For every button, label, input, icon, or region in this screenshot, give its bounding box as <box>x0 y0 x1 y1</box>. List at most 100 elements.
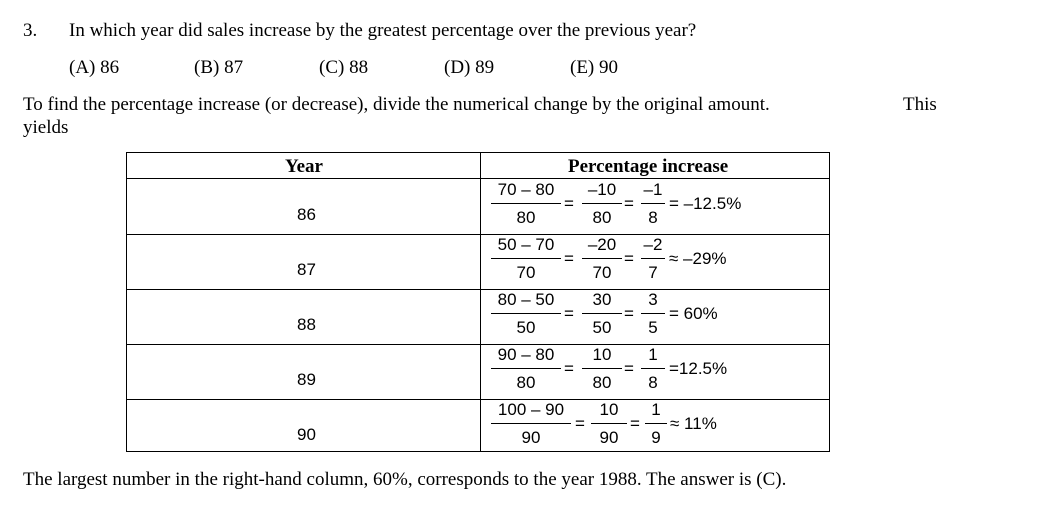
fraction-bar <box>591 423 627 424</box>
denominator: 9 <box>651 428 661 447</box>
year-cell: 87 <box>297 260 316 279</box>
fraction-difference: 50 – 70 70 <box>491 235 561 283</box>
choice-b: (B) 87 <box>194 57 244 78</box>
fraction-bar <box>582 203 622 204</box>
numerator: 10 <box>592 345 612 364</box>
denominator: 90 <box>521 428 541 447</box>
fraction-difference: 90 – 80 80 <box>491 345 561 393</box>
fraction-change: –20 70 <box>582 235 622 283</box>
equals-sign: = <box>564 249 574 268</box>
fraction-bar <box>491 313 561 314</box>
denominator: 50 <box>592 318 612 337</box>
equals-sign: = <box>624 194 634 213</box>
fraction-reduced: –1 8 <box>641 180 665 228</box>
fraction-change: –10 80 <box>582 180 622 228</box>
header-percentage-increase: Percentage increase <box>568 156 729 177</box>
numerator: 90 – 80 <box>497 345 555 364</box>
percentage-result: ≈ 11% <box>670 414 717 433</box>
numerator: 1 <box>648 345 658 364</box>
fraction-bar <box>491 368 561 369</box>
equals-sign: = <box>575 414 585 433</box>
row-divider <box>127 289 829 290</box>
fraction-difference: 70 – 80 80 <box>491 180 561 228</box>
percentage-result: = –12.5% <box>669 194 742 213</box>
row-divider <box>127 399 829 400</box>
numerator: 50 – 70 <box>497 235 555 254</box>
column-divider <box>480 153 481 451</box>
fraction-reduced: 3 5 <box>641 290 665 338</box>
denominator: 80 <box>592 208 612 227</box>
numerator: –10 <box>587 180 617 199</box>
denominator: 90 <box>599 428 619 447</box>
numerator: 30 <box>592 290 612 309</box>
question-text: In which year did sales increase by the … <box>69 20 697 41</box>
numerator: –1 <box>643 180 663 199</box>
choice-e: (E) 90 <box>570 57 619 78</box>
denominator: 50 <box>516 318 536 337</box>
fraction-change: 10 90 <box>591 400 627 448</box>
question-number: 3. <box>23 20 38 41</box>
denominator: 80 <box>516 373 536 392</box>
denominator: 80 <box>592 373 612 392</box>
denominator: 70 <box>592 263 612 282</box>
equals-sign: = <box>564 304 574 323</box>
conclusion-text: The largest number in the right-hand col… <box>23 469 787 490</box>
numerator: –2 <box>643 235 663 254</box>
explanation-intro: To find the percentage increase (or decr… <box>23 94 770 115</box>
fraction-bar <box>491 258 561 259</box>
denominator: 8 <box>648 208 658 227</box>
denominator: 7 <box>648 263 658 282</box>
fraction-reduced: –2 7 <box>641 235 665 283</box>
percentage-result: = 60% <box>669 304 718 323</box>
equals-sign: = <box>630 414 640 433</box>
year-cell: 89 <box>297 370 316 389</box>
numerator: 1 <box>651 400 661 419</box>
choice-d: (D) 89 <box>444 57 495 78</box>
fraction-bar <box>641 258 665 259</box>
fraction-bar <box>582 368 622 369</box>
explanation-intro-word: This <box>903 94 937 115</box>
explanation-intro-continued: yields <box>23 117 69 138</box>
fraction-reduced: 1 9 <box>645 400 667 448</box>
choice-c: (C) 88 <box>319 57 369 78</box>
fraction-difference: 100 – 90 90 <box>491 400 571 448</box>
fraction-bar <box>641 203 665 204</box>
fraction-difference: 80 – 50 50 <box>491 290 561 338</box>
numerator: 80 – 50 <box>497 290 555 309</box>
year-cell: 88 <box>297 315 316 334</box>
fraction-bar <box>645 423 667 424</box>
year-cell: 86 <box>297 205 316 224</box>
denominator: 80 <box>516 208 536 227</box>
row-divider <box>127 234 829 235</box>
denominator: 70 <box>516 263 536 282</box>
equals-sign: = <box>624 359 634 378</box>
header-year: Year <box>285 156 323 177</box>
equals-sign: = <box>624 304 634 323</box>
fraction-bar <box>641 368 665 369</box>
choice-a: (A) 86 <box>69 57 120 78</box>
year-cell: 90 <box>297 425 316 444</box>
fraction-change: 10 80 <box>582 345 622 393</box>
row-divider <box>127 178 829 179</box>
fraction-bar <box>491 423 571 424</box>
percentage-result: =12.5% <box>669 359 728 378</box>
equals-sign: = <box>624 249 634 268</box>
fraction-change: 30 50 <box>582 290 622 338</box>
denominator: 5 <box>648 318 658 337</box>
fraction-bar <box>582 258 622 259</box>
numerator: 10 <box>599 400 619 419</box>
equals-sign: = <box>564 359 574 378</box>
fraction-bar <box>582 313 622 314</box>
percentage-result: ≈ –29% <box>669 249 727 268</box>
numerator: 3 <box>648 290 658 309</box>
numerator: 100 – 90 <box>497 400 565 419</box>
numerator: –20 <box>587 235 617 254</box>
fraction-bar <box>491 203 561 204</box>
fraction-reduced: 1 8 <box>641 345 665 393</box>
percentage-table: Year Percentage increase 86 70 – 80 80 =… <box>126 152 830 452</box>
numerator: 70 – 80 <box>497 180 555 199</box>
denominator: 8 <box>648 373 658 392</box>
equals-sign: = <box>564 194 574 213</box>
fraction-bar <box>641 313 665 314</box>
row-divider <box>127 344 829 345</box>
